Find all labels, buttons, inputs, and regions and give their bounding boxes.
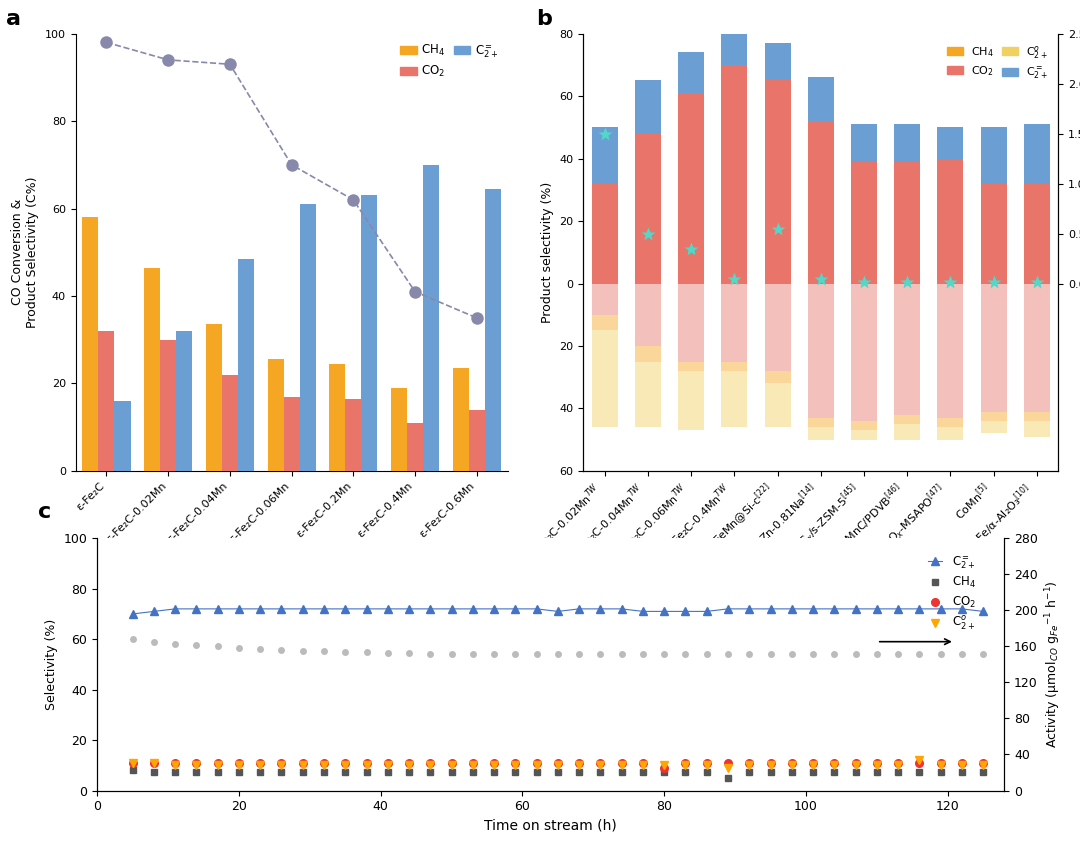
Bar bbox=[765, 43, 791, 81]
Bar bbox=[937, 418, 963, 427]
Bar bbox=[894, 124, 920, 161]
X-axis label: Time on stream (h): Time on stream (h) bbox=[485, 819, 617, 833]
Bar bbox=[592, 127, 618, 183]
Bar bbox=[206, 325, 221, 471]
Bar bbox=[592, 283, 618, 315]
Bar bbox=[238, 259, 254, 471]
Bar bbox=[851, 161, 877, 283]
Legend: CH$_4$, CO$_2$, C$_{2+}^{=}$: CH$_4$, CO$_2$, C$_{2+}^{=}$ bbox=[396, 40, 502, 82]
Bar bbox=[721, 362, 747, 371]
Bar bbox=[407, 423, 423, 471]
Bar bbox=[1024, 183, 1050, 283]
Y-axis label: Selectivity (%): Selectivity (%) bbox=[45, 619, 58, 710]
Bar bbox=[894, 283, 920, 415]
Bar bbox=[808, 427, 834, 440]
Bar bbox=[678, 93, 704, 283]
Bar bbox=[160, 340, 176, 471]
Bar bbox=[1024, 421, 1050, 436]
Bar bbox=[721, 65, 747, 283]
Bar bbox=[808, 77, 834, 121]
Bar bbox=[635, 81, 661, 134]
Bar bbox=[1024, 283, 1050, 411]
Bar bbox=[851, 124, 877, 161]
Y-axis label: Product selectivity (%): Product selectivity (%) bbox=[541, 182, 554, 323]
Bar bbox=[678, 52, 704, 93]
Bar bbox=[144, 267, 160, 471]
Bar bbox=[284, 397, 299, 471]
Bar bbox=[635, 134, 661, 283]
Bar bbox=[678, 362, 704, 371]
Bar bbox=[114, 401, 131, 471]
Bar bbox=[981, 421, 1007, 433]
Bar bbox=[1024, 411, 1050, 421]
Bar bbox=[808, 121, 834, 283]
Bar bbox=[453, 368, 469, 471]
Bar bbox=[592, 183, 618, 283]
Bar bbox=[765, 81, 791, 283]
Text: c: c bbox=[38, 502, 52, 522]
Bar bbox=[268, 359, 284, 471]
Bar bbox=[851, 421, 877, 431]
Bar bbox=[851, 431, 877, 440]
Bar bbox=[592, 315, 618, 331]
Bar bbox=[1024, 124, 1050, 183]
Bar bbox=[346, 399, 362, 471]
Bar bbox=[937, 283, 963, 418]
Bar bbox=[299, 204, 315, 471]
Bar bbox=[721, 283, 747, 362]
Bar bbox=[981, 183, 1007, 283]
Bar bbox=[937, 127, 963, 159]
Bar bbox=[894, 424, 920, 440]
Bar bbox=[721, 34, 747, 65]
Bar bbox=[765, 383, 791, 427]
Bar bbox=[808, 283, 834, 418]
Bar bbox=[678, 371, 704, 431]
Legend: CH$_4$, CO$_2$, C$_{2+}^{o}$, C$_{2+}^{=}$: CH$_4$, CO$_2$, C$_{2+}^{o}$, C$_{2+}^{=… bbox=[943, 40, 1053, 86]
Y-axis label: Activity (μmol$_{CO}$ g$_{Fe}$$^{-1}$ h$^{-1}$): Activity (μmol$_{CO}$ g$_{Fe}$$^{-1}$ h$… bbox=[1043, 580, 1063, 748]
Bar bbox=[635, 346, 661, 362]
Bar bbox=[329, 364, 346, 471]
Text: a: a bbox=[6, 9, 22, 29]
Bar bbox=[592, 331, 618, 427]
Bar bbox=[82, 217, 98, 471]
Bar bbox=[894, 415, 920, 424]
Bar bbox=[937, 427, 963, 440]
Bar bbox=[176, 331, 192, 471]
Bar bbox=[485, 189, 501, 471]
Bar bbox=[894, 161, 920, 283]
Bar bbox=[362, 195, 377, 471]
Bar bbox=[635, 283, 661, 346]
Bar bbox=[391, 388, 407, 471]
Bar bbox=[635, 362, 661, 427]
Bar bbox=[981, 411, 1007, 421]
Bar bbox=[423, 165, 440, 471]
Y-axis label: CO Conversion &
Product Selectivity (C%): CO Conversion & Product Selectivity (C%) bbox=[11, 177, 39, 328]
Bar bbox=[469, 410, 485, 471]
Bar bbox=[98, 331, 114, 471]
Text: b: b bbox=[536, 9, 552, 29]
Bar bbox=[851, 283, 877, 421]
Bar bbox=[221, 375, 238, 471]
Bar bbox=[808, 418, 834, 427]
Bar bbox=[678, 283, 704, 362]
Bar bbox=[937, 159, 963, 283]
Bar bbox=[765, 283, 791, 371]
Legend: C$_{2+}^{=}$, CH$_4$, CO$_2$, C$_{2+}^{o}$: C$_{2+}^{=}$, CH$_4$, CO$_2$, C$_{2+}^{o… bbox=[923, 549, 981, 637]
Bar bbox=[981, 127, 1007, 183]
Bar bbox=[765, 371, 791, 383]
Bar bbox=[721, 371, 747, 427]
Bar bbox=[981, 283, 1007, 411]
